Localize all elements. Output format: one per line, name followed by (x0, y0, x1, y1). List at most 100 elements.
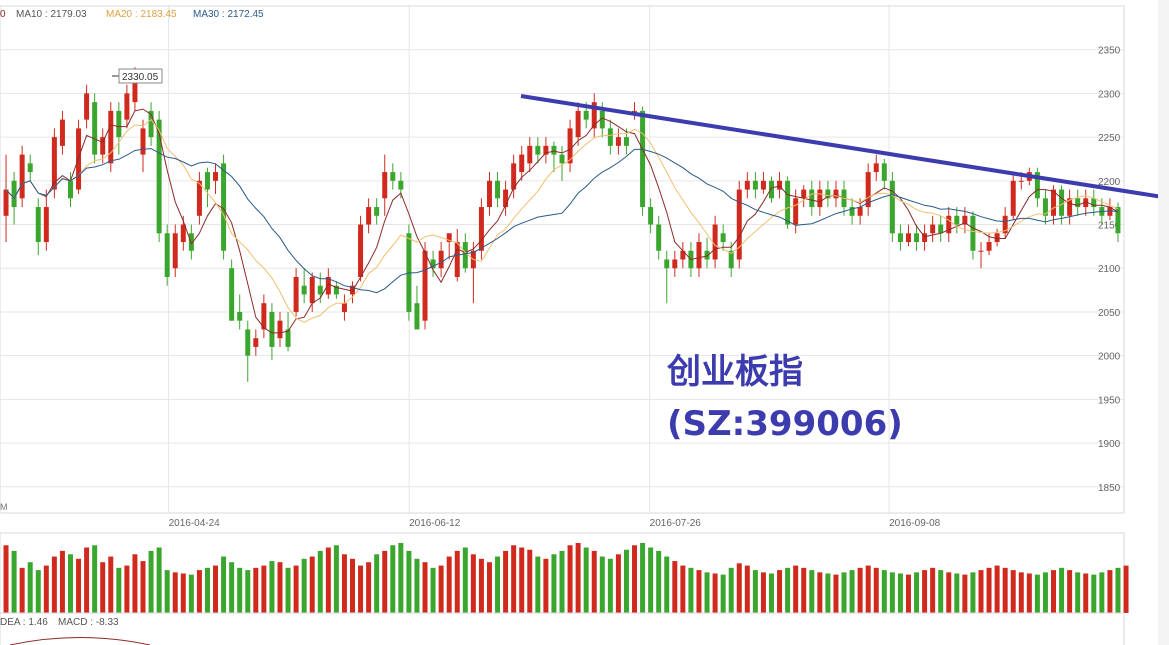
candle-body (11, 180, 17, 208)
volume-bar (527, 549, 533, 613)
volume-bar (285, 567, 291, 613)
volume-bar (382, 550, 388, 613)
candle-body (712, 224, 718, 260)
candle-body (567, 128, 573, 164)
volume-bar (503, 550, 509, 613)
candle-body (914, 233, 920, 243)
volume-bar (317, 550, 323, 613)
candle-body (519, 154, 525, 173)
volume-bar (881, 570, 887, 613)
volume-bar (59, 550, 65, 613)
candle-body (777, 180, 783, 190)
candle-body (938, 224, 944, 234)
volume-bar (430, 567, 436, 613)
volume-bar (680, 565, 686, 613)
candle-body (680, 250, 686, 260)
volume-bar (325, 547, 331, 613)
candle-body (873, 163, 879, 173)
volume-bar (672, 561, 678, 613)
y-tick-label: 1950 (1098, 395, 1121, 406)
volume-bar (11, 550, 17, 613)
volume-bar (905, 574, 911, 613)
ma30-line (5, 148, 1119, 294)
volume-bar (422, 562, 428, 613)
candle-body (623, 137, 629, 146)
volume-bar (640, 543, 646, 613)
index-title: 创业板指 (667, 352, 803, 392)
candle-body (430, 259, 436, 269)
candle-body (43, 207, 49, 243)
candle-body (285, 329, 291, 347)
volume-bar (978, 570, 984, 613)
volume-bar (76, 558, 82, 613)
volume-bar (1067, 570, 1073, 613)
candle-body (382, 172, 388, 199)
candle-body (180, 224, 186, 243)
volume-bar (551, 554, 557, 613)
volume-bar (1018, 572, 1024, 613)
candle-body (1034, 172, 1040, 199)
legend-ma30: MA30 : 2172.45 (193, 9, 264, 20)
volume-bar (108, 556, 114, 613)
candle-body (100, 137, 106, 155)
volume-bar (1115, 567, 1121, 613)
volume-bar (1051, 570, 1057, 613)
candle-body (825, 189, 831, 199)
candle-body (728, 250, 734, 269)
candle-body (793, 198, 799, 225)
volume-bar (92, 545, 98, 613)
candle-body (656, 224, 662, 251)
volume-bar (873, 567, 879, 613)
volume-bar (438, 565, 444, 613)
candle-body (648, 207, 654, 225)
volume-bar (599, 556, 605, 613)
volume-bar (607, 558, 613, 613)
volume-bar (938, 570, 944, 613)
candle-body (204, 172, 210, 190)
candle-body (632, 110, 638, 112)
candle-body (1059, 189, 1065, 216)
candle-body (172, 233, 178, 269)
candle-body (213, 172, 219, 181)
candle-body (1091, 198, 1097, 208)
volume-bar (19, 567, 25, 613)
candle-body (857, 207, 863, 216)
volume-bar (301, 558, 307, 613)
candle-body (301, 285, 307, 295)
candle-body (293, 276, 299, 312)
volume-bar (446, 556, 452, 613)
candle-body (559, 154, 565, 164)
volume-bar (229, 562, 235, 613)
candle-body (414, 303, 420, 330)
candle-body (615, 137, 621, 146)
volume-bar (3, 545, 9, 613)
y-axis-ticks: 1850 1900 1950 2000 2050 2100 2150 2200 2250 2300… (1098, 46, 1121, 494)
volume-bar (180, 573, 186, 613)
volume-bar (857, 567, 863, 613)
volume-bar (970, 572, 976, 613)
candle-body (946, 215, 952, 234)
trend-line (520, 94, 1169, 200)
candle-body (527, 145, 533, 164)
candle-body (341, 303, 347, 312)
candle-body (374, 207, 380, 216)
volume-bar (277, 562, 283, 613)
volume-bar (728, 567, 734, 613)
volume-bar (204, 567, 210, 613)
volume-bar (124, 565, 130, 613)
volume-bar (390, 545, 396, 613)
ma-legend: 0 MA10 : 2179.03 MA20 : 2183.45 MA30 : 2… (0, 9, 264, 20)
volume-bar (84, 547, 90, 613)
volume-bar (221, 556, 227, 613)
candle-body (881, 163, 887, 181)
volume-bar (543, 558, 549, 613)
volume-bar (188, 574, 194, 613)
x-tick-label: 2016-07-26 (650, 518, 702, 529)
candle-body (277, 320, 283, 339)
volume-bar (946, 572, 952, 613)
volume-bar (156, 547, 162, 613)
candle-body (462, 242, 468, 269)
candle-body (132, 75, 138, 103)
volume-bar (414, 558, 420, 613)
volume-bar (309, 556, 315, 613)
